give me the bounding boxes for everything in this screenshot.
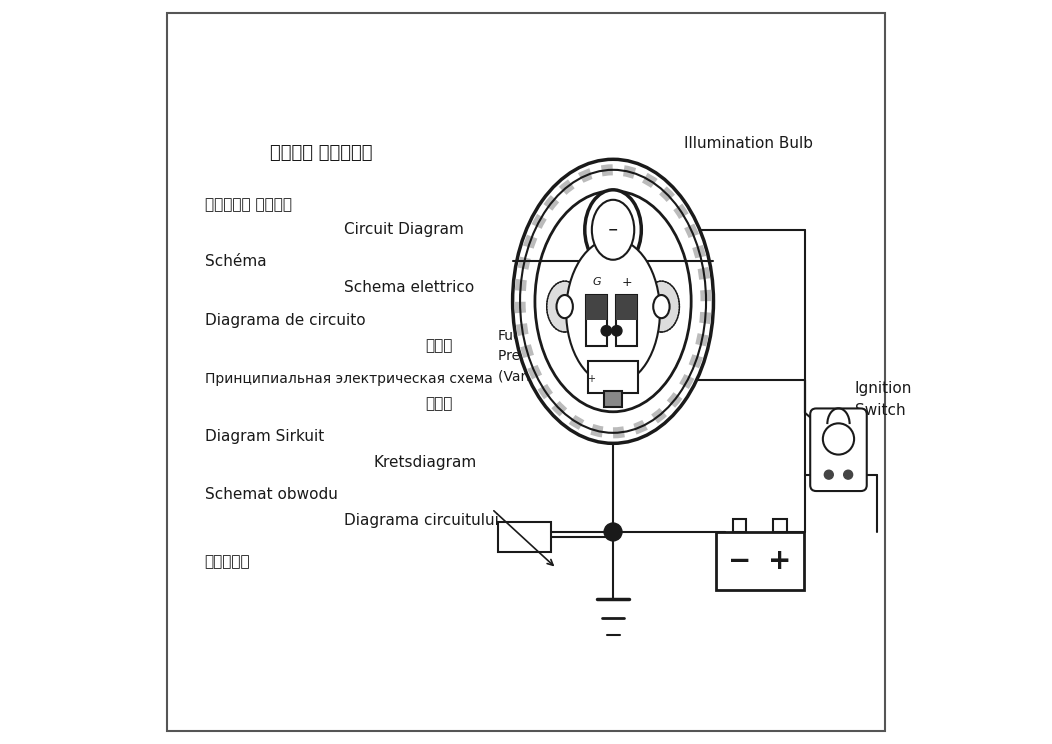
Ellipse shape bbox=[585, 190, 642, 270]
Bar bbox=[733, 519, 746, 532]
Ellipse shape bbox=[592, 200, 634, 260]
Text: 電路原理圖: 電路原理圖 bbox=[204, 554, 250, 569]
Text: +: + bbox=[587, 374, 594, 384]
Circle shape bbox=[604, 523, 622, 541]
Bar bbox=[588, 362, 638, 393]
Text: Diagrama de circuito: Diagrama de circuito bbox=[204, 313, 365, 328]
Text: Schema elettrico: Schema elettrico bbox=[344, 280, 474, 295]
Text: Kretsdiagram: Kretsdiagram bbox=[373, 455, 477, 469]
Bar bbox=[586, 295, 607, 320]
Text: ਸਰਕਿਟ ਆਰੇਖ: ਸਰਕਿਟ ਆਰੇਖ bbox=[204, 197, 291, 212]
Bar bbox=[773, 519, 787, 532]
Text: Circuit Diagram: Circuit Diagram bbox=[344, 222, 464, 237]
Text: Принципиальная электрическая схема: Принципиальная электрическая схема bbox=[204, 372, 492, 385]
Text: −: − bbox=[728, 547, 751, 575]
Bar bbox=[715, 532, 804, 590]
Circle shape bbox=[825, 470, 833, 479]
Circle shape bbox=[823, 423, 854, 455]
Text: G: G bbox=[592, 278, 601, 287]
Text: Diagrama circuitului: Diagrama circuitului bbox=[344, 513, 499, 527]
Text: Pressure Sender: Pressure Sender bbox=[498, 350, 610, 363]
Text: +: + bbox=[621, 276, 632, 289]
Ellipse shape bbox=[557, 295, 573, 318]
Text: 回路図: 回路図 bbox=[426, 339, 453, 353]
Text: Illumination Bulb: Illumination Bulb bbox=[684, 136, 813, 151]
Ellipse shape bbox=[512, 159, 713, 443]
Ellipse shape bbox=[547, 281, 583, 332]
Text: +: + bbox=[768, 547, 791, 575]
Circle shape bbox=[844, 470, 852, 479]
FancyBboxPatch shape bbox=[810, 408, 867, 491]
Ellipse shape bbox=[644, 281, 680, 332]
Bar bbox=[586, 295, 607, 345]
Circle shape bbox=[601, 326, 611, 336]
Bar bbox=[616, 295, 636, 320]
Ellipse shape bbox=[653, 295, 669, 318]
Text: Fuel,Temp,: Fuel,Temp, bbox=[498, 330, 572, 343]
Text: Schéma: Schéma bbox=[204, 254, 266, 269]
Text: 회로도: 회로도 bbox=[426, 397, 453, 411]
Circle shape bbox=[611, 326, 622, 336]
Text: (Variable Resistor): (Variable Resistor) bbox=[498, 370, 625, 383]
Bar bbox=[498, 522, 550, 552]
Text: Switch: Switch bbox=[855, 403, 906, 418]
Bar bbox=[604, 391, 622, 406]
Text: Ignition: Ignition bbox=[855, 381, 912, 396]
Text: −: − bbox=[608, 223, 619, 237]
Ellipse shape bbox=[534, 191, 691, 411]
Text: Diagram Sirkuit: Diagram Sirkuit bbox=[204, 429, 324, 444]
Ellipse shape bbox=[566, 239, 660, 385]
Text: Schemat obwodu: Schemat obwodu bbox=[204, 487, 338, 502]
Bar bbox=[616, 295, 636, 345]
Text: ਸਰਕਟ ਚਿੰਟਰ: ਸਰਕਟ ਚਿੰਟਰ bbox=[270, 144, 372, 161]
